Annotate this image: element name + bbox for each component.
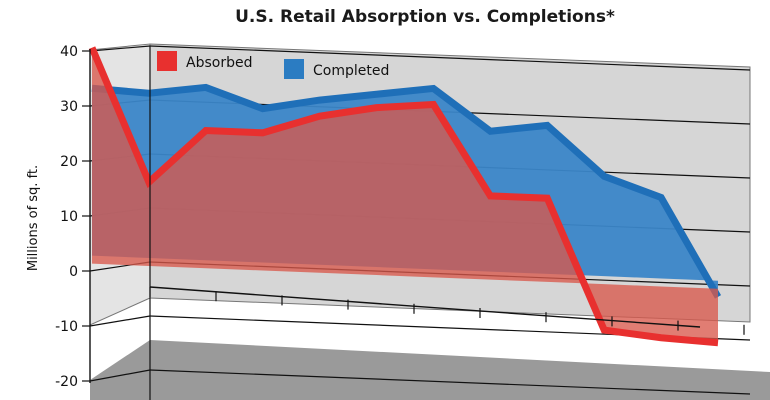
y-tick-label: 20: [60, 154, 78, 170]
gridline: [89, 315, 151, 327]
legend-label-completed: Completed: [313, 63, 389, 79]
gridline: [149, 369, 751, 395]
gridline: [89, 45, 151, 52]
legend-swatch-completed: [284, 59, 304, 79]
gridline: [149, 45, 751, 71]
completed-series-line: [91, 83, 722, 299]
gridline: [89, 369, 151, 382]
legend-swatch-absorbed: [157, 51, 177, 71]
y-tick-label: -20: [55, 374, 78, 390]
legend-label-absorbed: Absorbed: [186, 55, 252, 71]
absorbed-series-line: [88, 46, 719, 347]
y-tick-label: 40: [60, 44, 78, 60]
x-axis: [149, 286, 701, 328]
chart-floor: [90, 340, 770, 400]
absorbed-series-area: [92, 47, 718, 343]
chart-title: U.S. Retail Absorption vs. Completions*: [235, 7, 615, 27]
y-tick-label: -10: [55, 319, 78, 335]
y-axis-label: Millions of sq. ft.: [26, 165, 41, 271]
y-tick-label: 0: [69, 264, 78, 280]
y-tick-label: 30: [60, 99, 78, 115]
y-tick-label: 10: [60, 209, 78, 225]
legend: Absorbed Completed: [157, 51, 389, 79]
